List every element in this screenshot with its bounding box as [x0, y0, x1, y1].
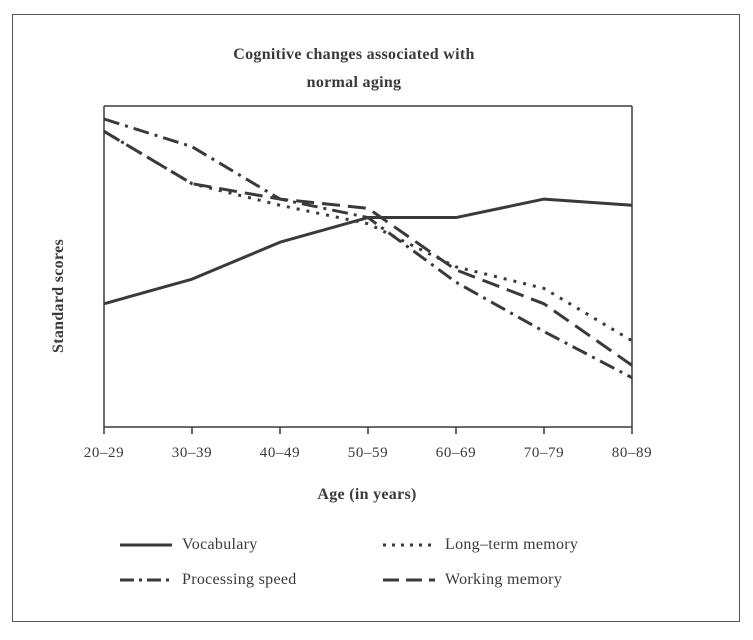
legend-swatch-working-memory — [383, 578, 435, 582]
series-line-long-term-memory — [103, 130, 633, 343]
legend-item-processing-speed: Processing speed — [118, 569, 297, 591]
legend-label-processing-speed: Processing speed — [182, 571, 297, 588]
legend-item-vocabulary: Vocabulary — [118, 534, 258, 556]
x-tick-label: 20–29 — [83, 445, 125, 461]
x-axis-label: Age (in years) — [317, 486, 417, 503]
legend-label-working-memory: Working memory — [445, 571, 563, 588]
legend-item-long-term-memory: Long–term memory — [381, 534, 578, 556]
legend-item-working-memory: Working memory — [381, 569, 562, 591]
chart-title-line2: normal aging — [306, 74, 402, 91]
x-tick-label: 30–39 — [171, 445, 213, 461]
legend-swatch-vocabulary — [120, 543, 172, 547]
series-line-working-memory — [103, 130, 633, 367]
chart-frame — [12, 14, 740, 622]
legend-label-long-term-memory: Long–term memory — [445, 536, 579, 553]
x-tick-label: 50–59 — [347, 445, 389, 461]
x-tick-label: 40–49 — [259, 445, 301, 461]
x-tick-label: 60–69 — [435, 445, 477, 461]
chart-title-line1: Cognitive changes associated with — [233, 46, 475, 63]
x-tick-label: 70–79 — [523, 445, 565, 461]
legend-label-vocabulary: Vocabulary — [182, 536, 258, 553]
legend-swatch-processing-speed — [120, 578, 172, 582]
x-tick-label: 80–89 — [611, 445, 653, 461]
series-line-vocabulary — [103, 197, 633, 306]
legend-swatch-long-term-memory — [383, 543, 435, 547]
series-line-processing-speed — [103, 117, 633, 380]
